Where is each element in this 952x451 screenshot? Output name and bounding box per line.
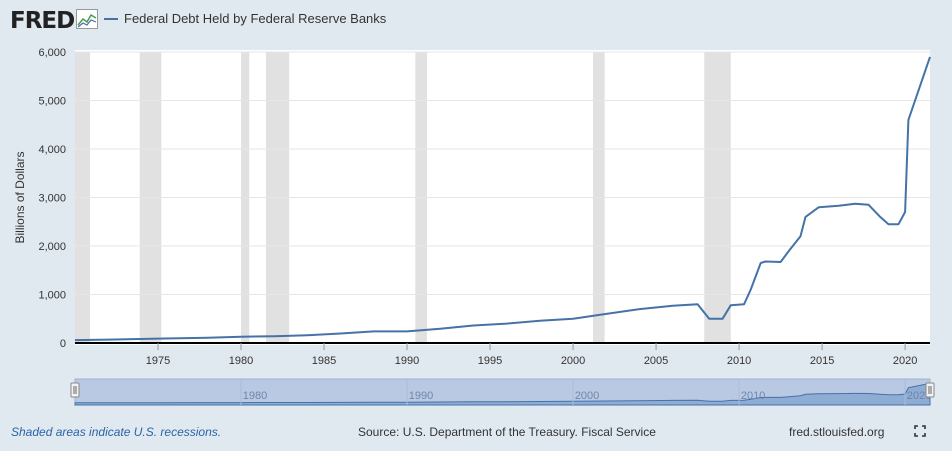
navigator-tick-label: 2020: [907, 390, 931, 402]
legend-line-swatch: [104, 17, 118, 20]
navigator-left-handle[interactable]: [70, 382, 80, 398]
x-tick-label: 1995: [478, 355, 502, 367]
x-tick-label: 2010: [727, 355, 751, 367]
series-line[interactable]: [74, 56, 931, 342]
legend-series-label: Federal Debt Held by Federal Reserve Ban…: [124, 11, 387, 26]
x-tick-label: 1985: [312, 355, 336, 367]
navigator-tick-label: 1990: [409, 390, 433, 402]
y-tick-label: 0: [60, 338, 66, 350]
fred-logo[interactable]: FRED: [10, 8, 75, 34]
recession-note: Shaded areas indicate U.S. recessions.: [11, 425, 222, 439]
y-axis-label: Billions of Dollars: [13, 151, 27, 243]
y-tick-label: 2,000: [38, 241, 66, 253]
navigator-tick-label: 2010: [741, 390, 765, 402]
chart-legend: Federal Debt Held by Federal Reserve Ban…: [104, 11, 386, 26]
y-tick-label: 5,000: [38, 96, 66, 108]
x-tick-label: 1990: [395, 355, 419, 367]
source-text: Source: U.S. Department of the Treasury.…: [358, 425, 656, 439]
navigator-series-area: [74, 382, 931, 406]
x-tick-label: 1975: [146, 355, 170, 367]
navigator-right-handle[interactable]: [925, 382, 935, 398]
line-graph-icon: [76, 9, 98, 29]
y-tick-label: 6,000: [38, 47, 66, 59]
y-tick-label: 4,000: [38, 144, 66, 156]
x-tick-label: 2020: [893, 355, 917, 367]
chart-footer: Shaded areas indicate U.S. recessions. S…: [0, 418, 952, 448]
fullscreen-icon[interactable]: [914, 425, 926, 437]
chart-svg[interactable]: 0 1,000 2,000 3,000 4,000 5,000 6,000 Billions …: [0, 0, 952, 418]
chart-header: FRED Federal Debt Held by Federal Reserv…: [0, 0, 952, 40]
x-tick-label: 1980: [229, 355, 253, 367]
site-link[interactable]: fred.stlouisfed.org: [789, 425, 885, 439]
x-tick-label: 2015: [810, 355, 834, 367]
x-tick-label: 2000: [561, 355, 585, 367]
y-tick-label: 1,000: [38, 290, 66, 302]
navigator-tick-label: 1980: [243, 390, 267, 402]
navigator-tick-label: 2000: [575, 390, 599, 402]
x-tick-label: 2005: [644, 355, 668, 367]
y-tick-label: 3,000: [38, 193, 66, 205]
